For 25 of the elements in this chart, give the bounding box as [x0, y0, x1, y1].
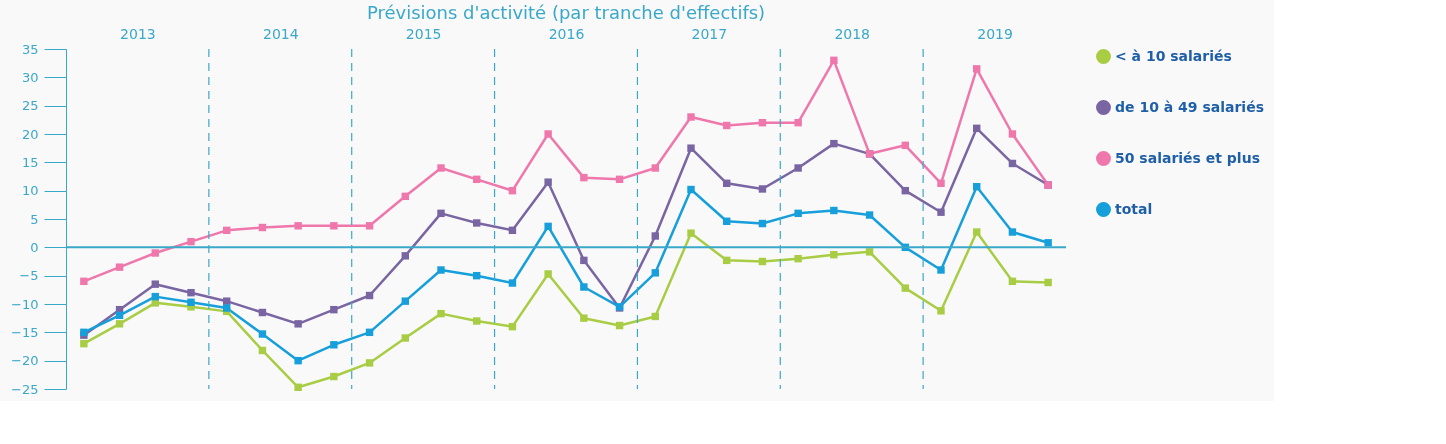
y-tick-label: 10 [21, 183, 39, 199]
y-tick-label: 0 [30, 239, 39, 255]
y-tick-label: −15 [11, 324, 39, 340]
y-tick-label: 15 [21, 154, 39, 170]
legend-label: < à 10 salariés [1115, 47, 1232, 64]
x-tick-label: 2015 [405, 25, 442, 42]
x-tick-label: 2019 [977, 25, 1013, 42]
y-tick-label: −10 [11, 296, 39, 312]
y-tick-label: 25 [21, 98, 39, 114]
y-tick-label: −5 [19, 268, 39, 284]
legend-label: de 10 à 49 salariés [1115, 98, 1264, 115]
chart-title: Prévisions d'activité (par tranche d'effectifs) [366, 2, 766, 23]
y-tick-label: 20 [21, 126, 39, 142]
y-tick-label: 30 [21, 69, 39, 85]
x-tick-label: 2017 [691, 25, 728, 42]
legend-label: total [1115, 200, 1153, 217]
x-tick-label: 2018 [834, 25, 871, 42]
x-tick-label: 2014 [262, 25, 299, 42]
x-tick-label: 2013 [120, 25, 156, 42]
legend-label: 50 salariés et plus [1115, 149, 1260, 166]
y-tick-label: −25 [11, 381, 39, 397]
y-tick-label: −20 [11, 353, 39, 369]
y-tick-label: 35 [21, 41, 39, 57]
y-tick-label: 5 [30, 211, 39, 227]
x-tick-label: 2016 [548, 25, 585, 42]
